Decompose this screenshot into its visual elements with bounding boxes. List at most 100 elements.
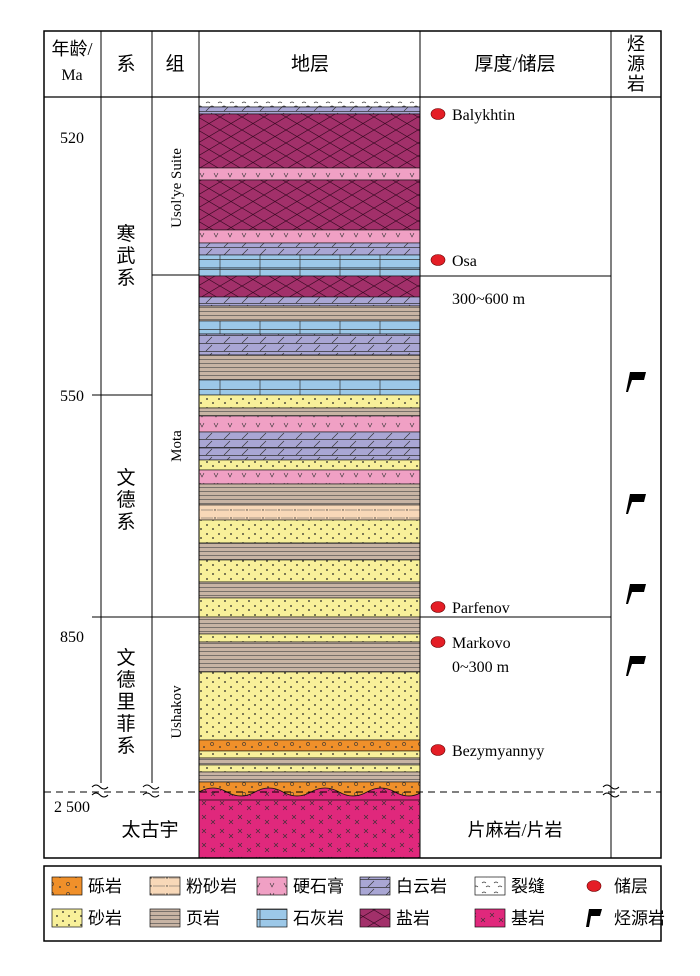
system-cambrian-1: 寒: [116, 223, 135, 245]
legend-label-dolomite: 白云岩: [396, 877, 447, 896]
legend-label-basement: 基岩: [511, 909, 545, 928]
group-usolye: Usol'ye Suite: [169, 148, 185, 228]
reservoir-marks: Balykhtin Osa Parfenov Markovo Bezymyann…: [430, 107, 544, 760]
stratum-layer-sandstone: [199, 597, 420, 618]
reservoir-label-osa: Osa: [452, 253, 477, 270]
group-ushakov: Ushakov: [169, 685, 185, 739]
system-vendian-3: 系: [116, 511, 135, 533]
thickness-mota: 300~600 m: [452, 291, 526, 308]
legend-label-shale: 页岩: [186, 909, 220, 928]
source-rock-flag-icon: [626, 584, 646, 604]
break-mark-2: [142, 784, 160, 798]
stratum-layer-sandstone: [199, 519, 420, 544]
system-vr-1: 文: [116, 647, 135, 669]
source-rock-flags: [626, 372, 646, 676]
legend-label-gravel: 砾岩: [88, 877, 122, 896]
system-vendian-2: 德: [116, 489, 135, 511]
header-age: 年龄/: [51, 39, 92, 59]
stratum-layer-dolomite: [199, 106, 420, 115]
age-850: 850: [60, 629, 84, 646]
stratum-layer-anhydrite: [199, 229, 420, 244]
stratum-layer-shale: [199, 542, 420, 561]
stratum-layer-limestone: [199, 320, 420, 335]
stratum-layer-anhydrite: [199, 469, 420, 485]
header-source-rock-2: 源: [627, 54, 645, 74]
reservoir-label-bezymyannyy: Bezymyannyy: [452, 743, 544, 760]
stratum-layer-dolomite: [199, 447, 420, 461]
stratum-layer-shale: [199, 616, 420, 635]
header-group: 组: [165, 53, 184, 75]
age-520: 520: [60, 130, 84, 147]
stratum-layer-sandstone: [199, 394, 420, 409]
system-cambrian-3: 系: [116, 267, 135, 289]
stratum-layer-anhydrite: [199, 415, 420, 433]
legend-label-reservoir: 储层: [614, 877, 648, 896]
header-age-unit: Ma: [61, 67, 82, 84]
break-mark-1: [91, 784, 109, 798]
legend-label-fracture: 裂缝: [511, 877, 545, 896]
legend-label-salt: 盐岩: [396, 909, 430, 928]
system-vendian-1: 文: [116, 467, 135, 489]
legend-swatch-sandstone: [51, 908, 83, 928]
legend-swatch-shale: [149, 908, 181, 928]
stratum-layer-basement: [199, 795, 420, 858]
legend-label-sandstone: 砂岩: [88, 909, 122, 928]
legend-source-rock-icon: [586, 909, 602, 927]
system-cambrian-2: 武: [116, 245, 135, 267]
legend-label-anhydrite: 硬石膏: [293, 876, 344, 896]
system-vr-3: 里: [116, 692, 135, 713]
stratum-layer-sandstone: [199, 459, 420, 471]
stratum-layer-dolomite: [199, 333, 420, 356]
stratum-layer-gravel: [199, 739, 420, 752]
system-vr-4: 菲: [116, 713, 135, 735]
stratum-layer-fracture: [199, 97, 420, 108]
stratum-layer-dolomite: [199, 431, 420, 449]
reservoir-dot-osa: [430, 254, 446, 266]
system-archean: 太古宇: [121, 819, 178, 841]
age-2500: 2 500: [54, 799, 90, 816]
legend-swatch-gravel: [51, 876, 83, 896]
basement-lithology: 片麻岩/片岩: [467, 820, 562, 840]
stratum-layer-limestone: [199, 379, 420, 396]
reservoir-dot-balykhtin: [430, 108, 446, 120]
stratum-layer-sandstone: [199, 633, 420, 643]
header-system: 系: [116, 53, 135, 75]
strata-column: [199, 97, 420, 858]
legend-swatch-limestone: [256, 908, 288, 928]
stratum-layer-sandstone: [199, 671, 420, 741]
source-rock-flag-icon: [626, 656, 646, 676]
reservoir-dot-bezymyannyy: [430, 744, 446, 756]
thickness-ushakov: 0~300 m: [452, 659, 510, 676]
stratum-layer-shale: [199, 483, 420, 506]
break-mark-3: [602, 784, 620, 798]
reservoir-label-parfenov: Parfenov: [452, 600, 510, 617]
legend-swatch-siltstone: [149, 876, 181, 896]
system-vr-2: 德: [116, 669, 135, 691]
stratum-layer-shale: [199, 407, 420, 417]
stratum-layer-shale: [199, 757, 420, 766]
stratum-layer-shale: [199, 641, 420, 673]
legend-swatch-basement: [474, 908, 506, 928]
reservoir-label-markovo: Markovo: [452, 635, 511, 652]
legend-label-source: 烃源岩: [614, 909, 665, 928]
stratum-layer-shale: [199, 354, 420, 381]
stratum-layer-anhydrite: [199, 167, 420, 181]
legend-label-limestone: 石灰岩: [293, 909, 344, 928]
stratum-layer-salt: [199, 179, 420, 231]
stratum-layer-sandstone: [199, 559, 420, 583]
reservoir-dot-parfenov: [430, 601, 446, 613]
header-source-rock-3: 岩: [627, 74, 645, 94]
stratum-layer-limestone: [199, 267, 420, 277]
stratum-layer-dolomite: [199, 296, 420, 307]
group-mota: Mota: [169, 430, 185, 462]
stratum-layer-salt: [199, 113, 420, 169]
source-rock-flag-icon: [626, 494, 646, 514]
age-550: 550: [60, 388, 84, 405]
stratum-layer-shale: [199, 581, 420, 599]
legend-swatch-fracture: [474, 876, 506, 896]
header-strata: 地层: [291, 53, 329, 75]
stratum-layer-siltstone: [199, 504, 420, 521]
reservoir-dot-markovo: [430, 636, 446, 648]
